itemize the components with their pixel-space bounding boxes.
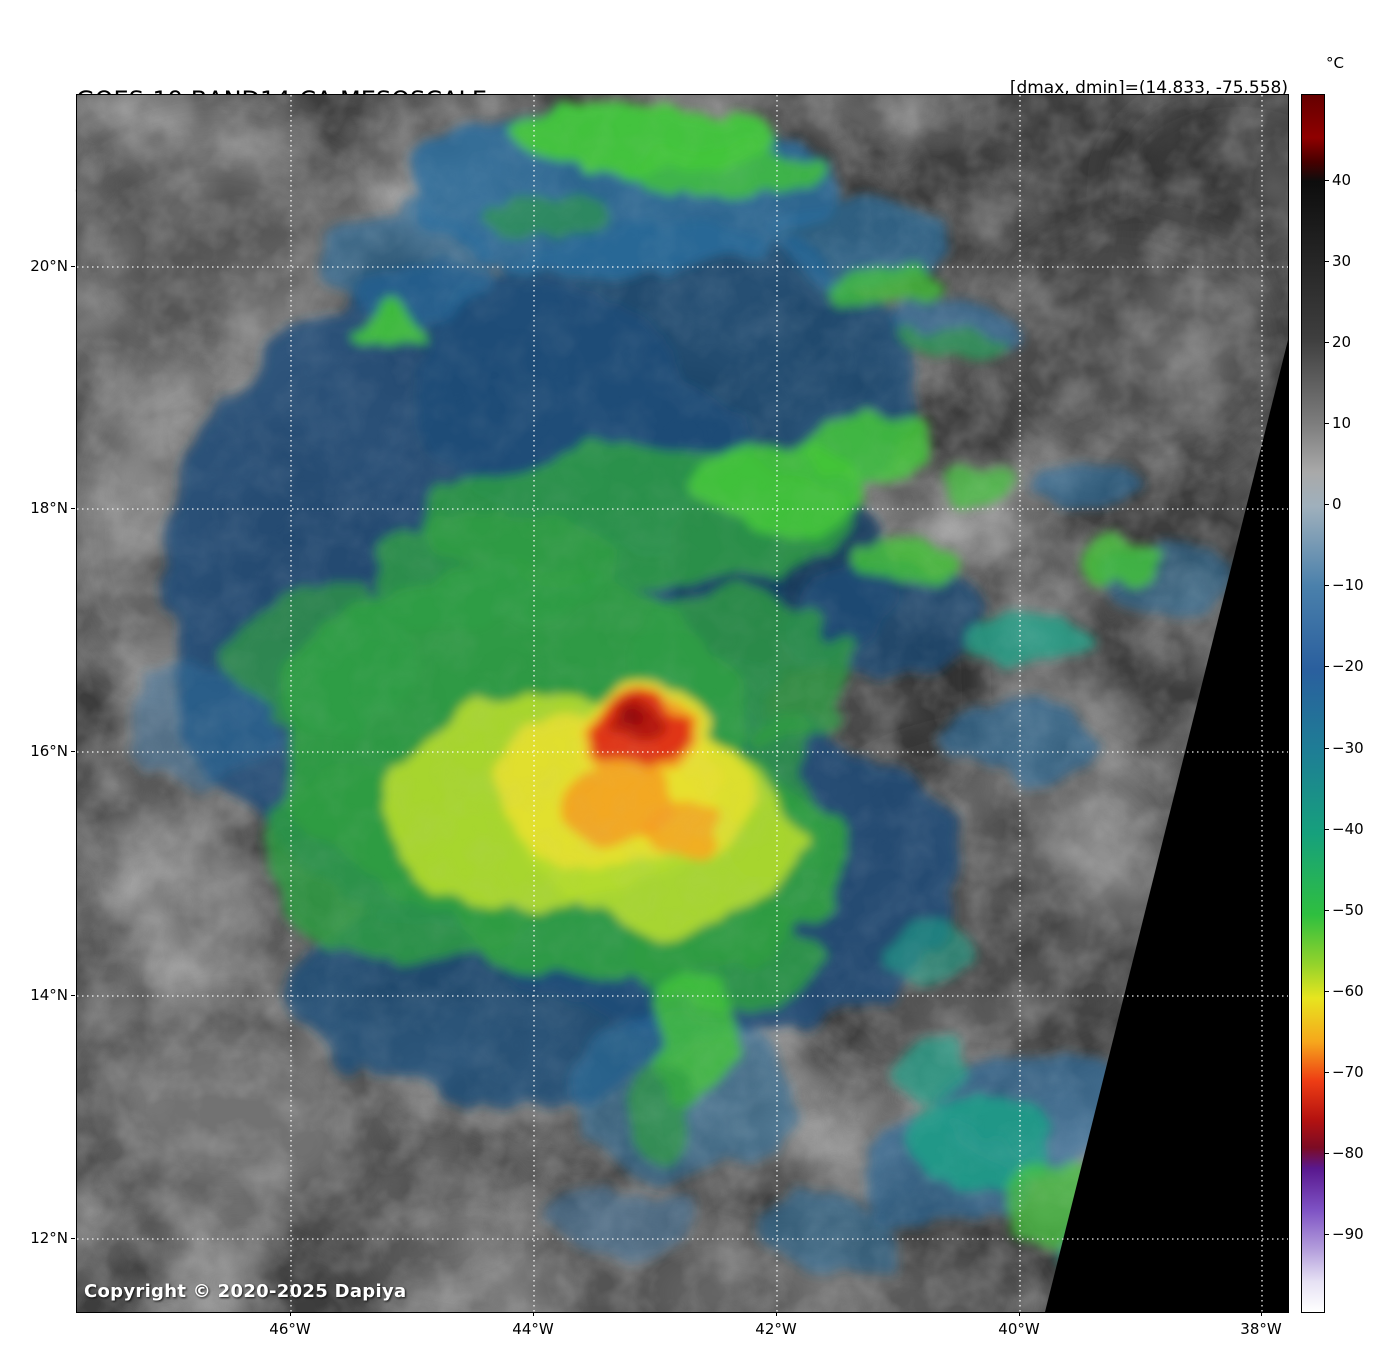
colorbar-tick-label: 0 xyxy=(1332,495,1342,513)
lat-tick-mark xyxy=(71,1238,75,1239)
colorbar xyxy=(1301,94,1325,1313)
lon-tick-mark xyxy=(290,1312,291,1316)
colorbar-tick-label: −20 xyxy=(1332,657,1364,675)
lat-tick-label: 18°N xyxy=(30,499,68,517)
colorbar-tick-label: −50 xyxy=(1332,901,1364,919)
lat-tick-mark xyxy=(71,995,75,996)
overlay-noise xyxy=(77,95,1288,1312)
colorbar-tick-mark xyxy=(1324,991,1329,992)
colorbar-tick-mark xyxy=(1324,1072,1329,1073)
colorbar-tick-label: −10 xyxy=(1332,576,1364,594)
lon-tick-label: 38°W xyxy=(1240,1320,1282,1338)
lat-tick-label: 20°N xyxy=(30,257,68,275)
gridlines xyxy=(77,95,1288,1312)
dmax-dmin-readout: [dmax, dmin]=(14.833, -75.558) xyxy=(1009,78,1288,98)
colorbar-tick-label: −80 xyxy=(1332,1144,1364,1162)
lon-tick-label: 40°W xyxy=(998,1320,1040,1338)
lon-tick-label: 42°W xyxy=(755,1320,797,1338)
colorbar-tick-label: −90 xyxy=(1332,1225,1364,1243)
colorbar-tick-label: −70 xyxy=(1332,1063,1364,1081)
colorbar-gradient xyxy=(1302,95,1324,1312)
lat-tick-mark xyxy=(71,266,75,267)
colorbar-tick-label: 40 xyxy=(1332,171,1352,189)
colorbar-tick-mark xyxy=(1324,342,1329,343)
colorbar-unit: °C xyxy=(1326,54,1344,72)
colorbar-tick-mark xyxy=(1324,261,1329,262)
lon-tick-mark xyxy=(1019,1312,1020,1316)
satellite-image xyxy=(77,95,1288,1312)
colorbar-tick-mark xyxy=(1324,1153,1329,1154)
lat-tick-mark xyxy=(71,508,75,509)
lat-tick-label: 14°N xyxy=(30,986,68,1004)
colorbar-tick-mark xyxy=(1324,666,1329,667)
lon-tick-label: 44°W xyxy=(512,1320,554,1338)
map-plot xyxy=(76,94,1289,1313)
colorbar-tick-label: −40 xyxy=(1332,820,1364,838)
colorbar-tick-mark xyxy=(1324,910,1329,911)
lat-tick-label: 12°N xyxy=(30,1229,68,1247)
lon-tick-mark xyxy=(776,1312,777,1316)
colorbar-tick-mark xyxy=(1324,180,1329,181)
lon-tick-label: 46°W xyxy=(269,1320,311,1338)
colorbar-tick-mark xyxy=(1324,829,1329,830)
colorbar-tick-mark xyxy=(1324,585,1329,586)
colorbar-tick-label: 30 xyxy=(1332,252,1352,270)
lat-tick-mark xyxy=(71,751,75,752)
colorbar-tick-label: −30 xyxy=(1332,739,1364,757)
scan-edge-black-wedge xyxy=(1045,340,1288,1312)
colorbar-tick-label: 10 xyxy=(1332,414,1352,432)
colorbar-tick-mark xyxy=(1324,423,1329,424)
colorbar-tick-label: −60 xyxy=(1332,982,1364,1000)
copyright-watermark: Copyright © 2020-2025 Dapiya xyxy=(84,1281,407,1302)
colorbar-tick-mark xyxy=(1324,1234,1329,1235)
lon-tick-mark xyxy=(533,1312,534,1316)
lat-tick-label: 16°N xyxy=(30,742,68,760)
lon-tick-mark xyxy=(1261,1312,1262,1316)
colorbar-tick-mark xyxy=(1324,504,1329,505)
colorbar-tick-label: 20 xyxy=(1332,333,1352,351)
colorbar-tick-mark xyxy=(1324,748,1329,749)
